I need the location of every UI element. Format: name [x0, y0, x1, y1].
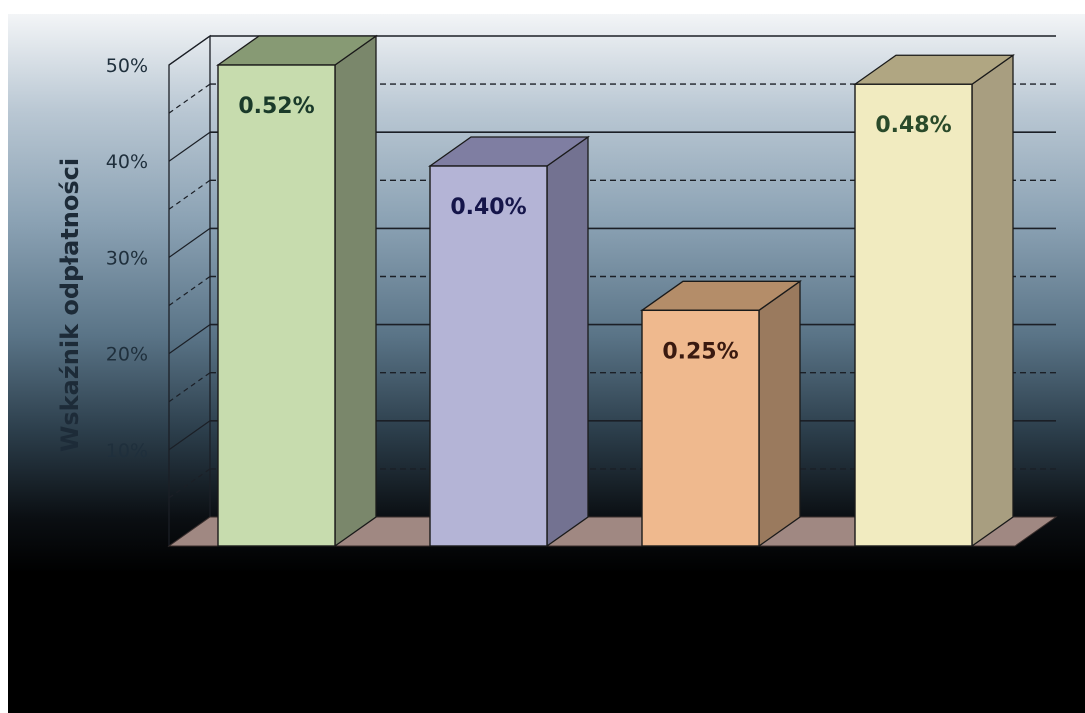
wall-gridline [168, 276, 211, 306]
bar-front [641, 309, 760, 547]
bar-front [429, 165, 548, 547]
y-tick-label: 30% [106, 247, 148, 269]
bar-side [334, 34, 377, 548]
bar-front [854, 83, 973, 547]
wall-gridline [168, 179, 211, 210]
wall-gridline [168, 83, 211, 114]
y-axis-label: Wskaźnik odpłatności [56, 158, 84, 452]
wall-gridline [168, 324, 211, 355]
data-label: 0.48% [875, 113, 951, 138]
y-tick-label: 10% [106, 440, 148, 462]
y-tick-label: 40% [106, 151, 148, 173]
data-label: 0.40% [450, 195, 526, 220]
wall-gridline [168, 468, 211, 499]
wall-gridline [168, 420, 211, 451]
wall-gridline [168, 372, 211, 403]
bar-side [758, 280, 801, 548]
wall-gridline [168, 227, 211, 258]
bar [215, 34, 379, 548]
data-label: 0.52% [238, 94, 314, 119]
side-wall [168, 34, 211, 548]
bar [427, 135, 591, 548]
data-label: 0.25% [662, 339, 738, 364]
wall-gridline [168, 131, 211, 162]
bar-front [217, 64, 336, 547]
wall-gridline [168, 35, 211, 66]
bar [852, 53, 1016, 548]
bar-side [971, 53, 1014, 548]
bar [639, 280, 803, 548]
y-tick-label: 20% [106, 344, 148, 366]
bar-side [546, 135, 589, 548]
y-tick-label: 50% [106, 55, 148, 77]
